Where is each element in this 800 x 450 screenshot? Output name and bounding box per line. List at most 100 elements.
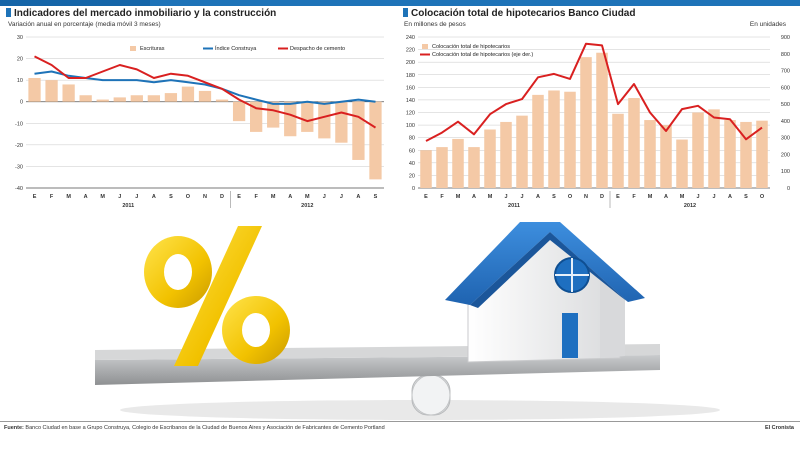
bar (62, 84, 75, 102)
footer-divider (0, 421, 800, 422)
x-tick-label: N (584, 194, 588, 200)
legend-label: Colocación total de hipotecarios (eje de… (432, 52, 533, 58)
bar (708, 109, 720, 188)
x-tick-label: M (271, 194, 276, 200)
bar (369, 101, 382, 180)
bar (564, 91, 576, 188)
bar (468, 147, 480, 188)
chart2-left-axis-label: En millones de pesos (404, 21, 466, 28)
bar (516, 115, 528, 188)
y-tick-label: 160 (406, 85, 415, 91)
x-tick-label: E (237, 194, 241, 200)
bar (692, 112, 704, 188)
x-tick-label: A (84, 194, 88, 200)
top-bar (0, 0, 800, 6)
y-tick-label: 0 (412, 186, 415, 192)
x-tick-label: D (220, 194, 224, 200)
y-right-tick-label: 600 (781, 85, 790, 91)
x-tick-label: A (152, 194, 156, 200)
y-tick-label: 200 (406, 60, 415, 66)
y-tick-label: 240 (406, 35, 415, 41)
legend-swatch (422, 44, 428, 49)
y-tick-label: 80 (409, 136, 415, 142)
bar (232, 101, 246, 122)
legend-label: Despacho de cemento (290, 46, 345, 52)
legend-swatch (130, 46, 136, 51)
x-tick-label: M (488, 194, 493, 200)
series-line (34, 55, 377, 129)
bar (335, 101, 348, 143)
bar (79, 95, 92, 102)
y-right-tick-label: 700 (781, 69, 790, 75)
chart1-title: Indicadores del mercado inmobiliario y l… (6, 8, 276, 19)
bar (660, 125, 672, 188)
y-tick-label: 30 (17, 35, 23, 41)
legend-label: Escrituras (140, 46, 165, 52)
bar (28, 77, 41, 102)
x-tick-label: J (504, 194, 507, 200)
bar (301, 101, 314, 132)
year-label: 2011 (508, 203, 520, 209)
y-right-tick-label: 500 (781, 102, 790, 108)
title-marker-icon (6, 8, 11, 17)
bar (740, 121, 752, 188)
bar (436, 147, 448, 188)
year-label: 2012 (301, 203, 313, 209)
x-tick-label: A (356, 194, 360, 200)
bar (596, 52, 608, 188)
bar (352, 101, 365, 160)
x-tick-label: E (424, 194, 428, 200)
legend-label: Índice Construya (215, 45, 257, 52)
bar (96, 99, 109, 102)
footer-credit: El Cronista (764, 425, 794, 431)
x-tick-label: M (456, 194, 461, 200)
x-tick-label: M (305, 194, 310, 200)
bar (147, 95, 160, 102)
x-tick-label: J (323, 194, 326, 200)
y-tick-label: 10 (17, 78, 23, 84)
series-line (34, 70, 376, 105)
x-tick-label: J (520, 194, 523, 200)
y-right-tick-label: 400 (781, 119, 790, 125)
x-tick-label: O (760, 194, 765, 200)
title-marker-icon (403, 8, 408, 17)
y-tick-label: 140 (406, 98, 415, 104)
bar (181, 86, 195, 102)
bar (164, 93, 178, 102)
bar (130, 95, 143, 102)
x-tick-label: J (696, 194, 699, 200)
y-tick-label: 120 (406, 111, 415, 117)
x-tick-label: F (50, 194, 54, 200)
bar (267, 101, 280, 128)
x-tick-label: F (632, 194, 636, 200)
chart2-right-axis-label: En unidades (749, 21, 786, 28)
bar (644, 120, 656, 188)
x-tick-label: A (664, 194, 668, 200)
y-tick-label: 180 (406, 73, 415, 79)
x-tick-label: A (472, 194, 476, 200)
y-tick-label: 100 (406, 123, 415, 129)
x-tick-label: O (186, 194, 191, 200)
year-label: 2011 (122, 203, 134, 209)
x-tick-label: S (374, 194, 378, 200)
house-icon (445, 222, 645, 363)
x-tick-label: M (100, 194, 105, 200)
x-tick-label: D (600, 194, 604, 200)
x-tick-label: E (33, 194, 37, 200)
bar (452, 138, 464, 188)
y-tick-label: 20 (17, 57, 23, 63)
year-label: 2012 (684, 203, 696, 209)
bar (548, 90, 560, 188)
y-tick-label: -40 (15, 186, 23, 192)
bar (113, 97, 126, 102)
y-tick-label: -20 (15, 143, 23, 149)
y-tick-label: 220 (406, 48, 415, 54)
x-tick-label: F (440, 194, 444, 200)
y-right-tick-label: 800 (781, 52, 790, 58)
x-tick-label: S (169, 194, 173, 200)
x-tick-label: S (744, 194, 748, 200)
percent-icon (144, 226, 290, 366)
bar (580, 57, 592, 189)
y-tick-label: -30 (15, 164, 23, 170)
legend-label: Colocación total de hipotecarios (432, 44, 510, 50)
